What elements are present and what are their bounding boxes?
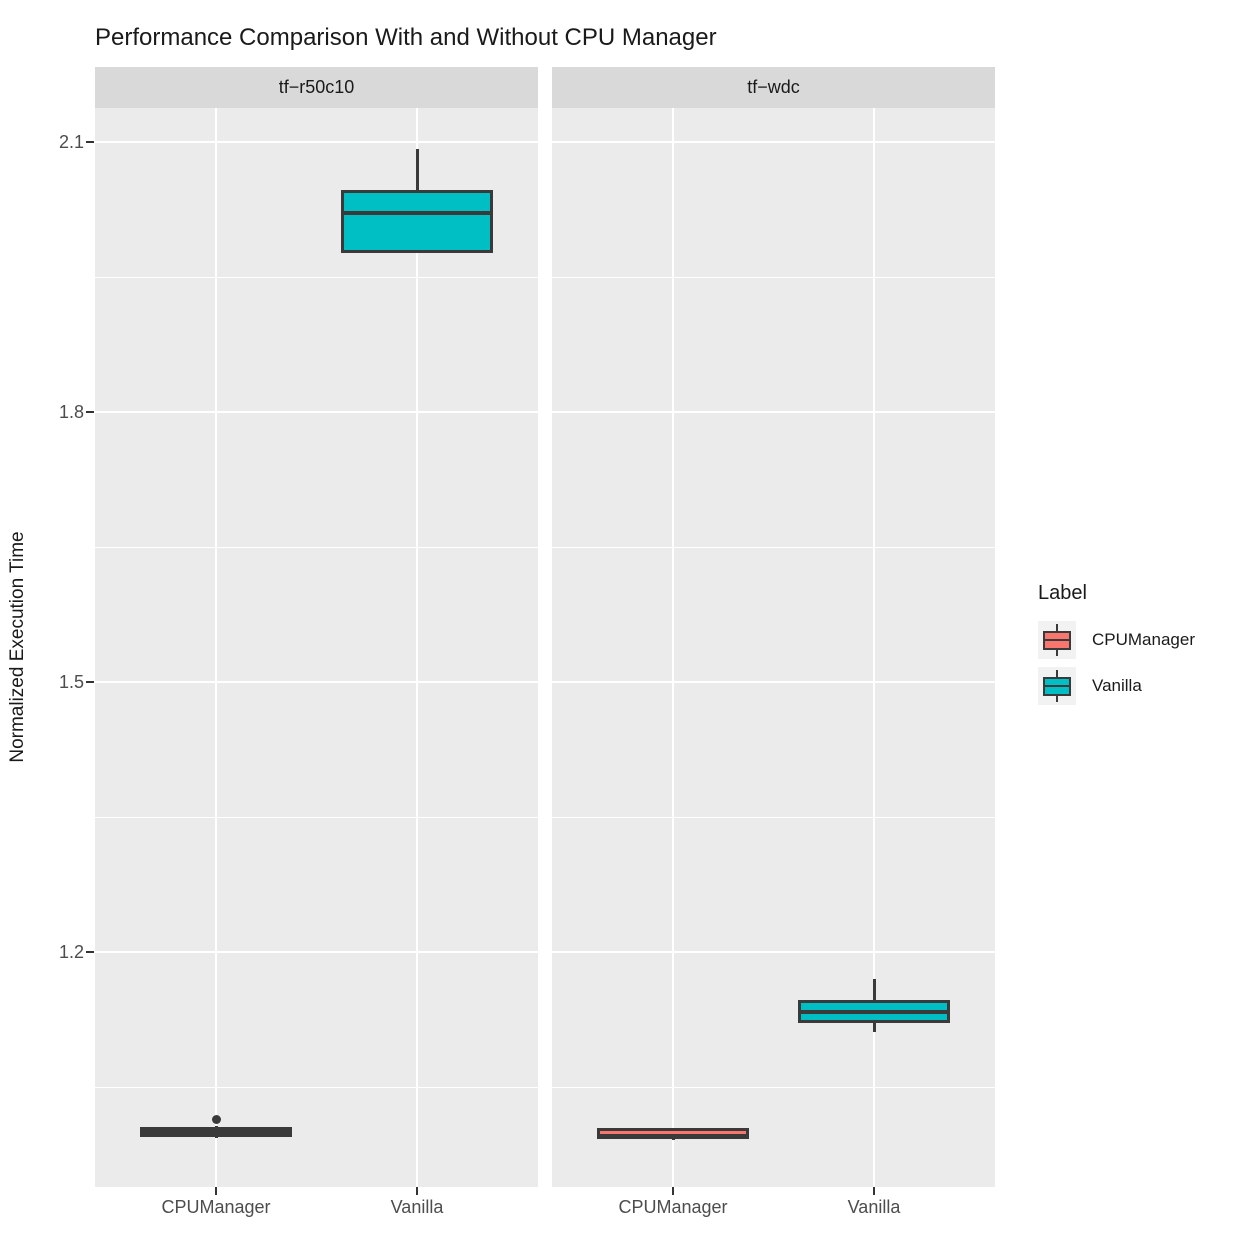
key-box [1043, 677, 1071, 696]
minor-gridline [552, 1087, 995, 1088]
minor-gridline [552, 277, 995, 278]
boxplot-median [801, 1010, 947, 1015]
boxplot-outlier [211, 1114, 221, 1124]
facet-strip-label: tf−r50c10 [278, 77, 355, 97]
x-tick-label: Vanilla [390, 1197, 444, 1217]
key-median [1045, 639, 1069, 641]
boxplot-median [143, 1129, 289, 1134]
facet-strip-tf-r50c10: tf−r50c10 [95, 67, 538, 108]
major-gridline [95, 411, 538, 413]
x-tick-mark [215, 1187, 217, 1195]
major-gridline-vertical [672, 108, 674, 1187]
minor-gridline [552, 547, 995, 548]
boxplot-median [344, 211, 490, 216]
y-tick-label: 2.1 [58, 132, 84, 152]
major-gridline [95, 141, 538, 143]
x-tick-mark [672, 1187, 674, 1195]
y-tick-mark [86, 681, 94, 683]
minor-gridline [552, 817, 995, 818]
y-tick-mark [86, 951, 94, 953]
major-gridline-vertical [873, 108, 875, 1187]
major-gridline [552, 141, 995, 143]
minor-gridline [95, 547, 538, 548]
x-tick-mark [873, 1187, 875, 1195]
y-tick-mark [86, 411, 94, 413]
facet-strip-tf-wdc: tf−wdc [552, 67, 995, 108]
legend-item-vanilla: Vanilla [1038, 667, 1195, 705]
major-gridline [95, 681, 538, 683]
legend-title: Label [1038, 582, 1087, 604]
y-tick-label: 1.5 [58, 672, 84, 692]
legend-item-cpumanager: CPUManager [1038, 621, 1195, 659]
y-tick-label: 1.2 [58, 942, 84, 962]
x-tick-label: CPUManager [618, 1197, 728, 1217]
y-axis-title: Normalized Execution Time [7, 531, 28, 763]
major-gridline [552, 411, 995, 413]
boxplot-box-cpumanager [140, 1126, 292, 1138]
facet-panel-tf-r50c10 [95, 108, 538, 1187]
major-gridline [95, 951, 538, 953]
minor-gridline [95, 1087, 538, 1088]
x-tick-label: Vanilla [847, 1197, 901, 1217]
x-tick-mark [416, 1187, 418, 1195]
boxplot-key-icon [1038, 621, 1076, 659]
legend: Label CPUManager Vanilla [1038, 582, 1195, 713]
boxplot-key-icon [1038, 667, 1076, 705]
minor-gridline [95, 817, 538, 818]
boxplot-box-vanilla [798, 999, 950, 1024]
key-box [1043, 631, 1071, 650]
facet-strip-label: tf−wdc [747, 77, 800, 97]
legend-item-label: Vanilla [1092, 676, 1142, 695]
y-tick-mark [86, 141, 94, 143]
key-median [1045, 685, 1069, 687]
y-tick-label: 1.8 [58, 402, 84, 422]
major-gridline [552, 951, 995, 953]
major-gridline [552, 681, 995, 683]
legend-item-label: CPUManager [1092, 630, 1195, 649]
x-tick-label: CPUManager [161, 1197, 271, 1217]
plot-title: Performance Comparison With and Without … [95, 24, 717, 51]
major-gridline-vertical [215, 108, 217, 1187]
boxplot-median [600, 1133, 746, 1137]
minor-gridline [95, 277, 538, 278]
facet-panel-tf-wdc [552, 108, 995, 1187]
major-gridline-vertical [416, 108, 418, 1187]
boxplot-box-cpumanager [597, 1128, 749, 1140]
boxplot-box-vanilla [341, 189, 493, 253]
